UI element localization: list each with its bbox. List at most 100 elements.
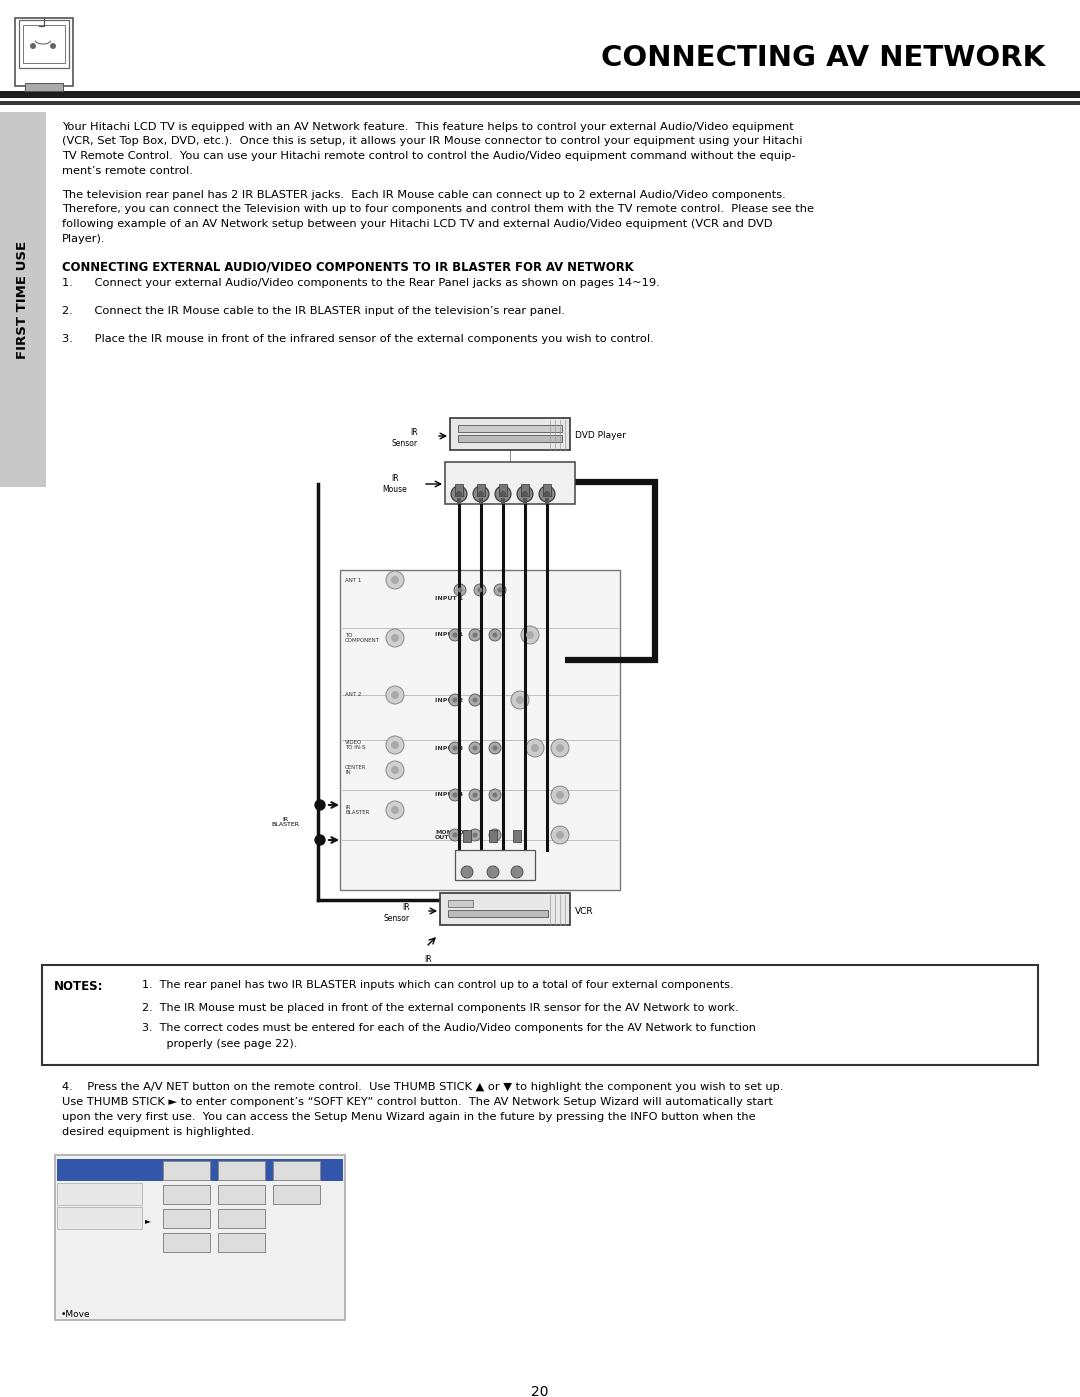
- Text: DVD Player: DVD Player: [575, 432, 626, 440]
- Circle shape: [453, 697, 458, 703]
- Bar: [218, 1234, 265, 1252]
- Text: ⏸: ⏸: [293, 1189, 299, 1199]
- Text: ANT 2: ANT 2: [345, 693, 362, 697]
- Text: INPUT 4: INPUT 4: [435, 792, 463, 798]
- Circle shape: [544, 490, 550, 497]
- Circle shape: [461, 866, 473, 877]
- Bar: [163, 1208, 210, 1228]
- Text: MENU: MENU: [229, 1166, 253, 1176]
- Bar: [463, 830, 471, 842]
- Circle shape: [474, 584, 486, 597]
- Bar: [499, 483, 507, 496]
- Bar: [15, 18, 73, 87]
- Text: IR
Mouse: IR Mouse: [416, 956, 441, 974]
- Circle shape: [500, 490, 507, 497]
- Text: INPUT 2: INPUT 2: [435, 697, 463, 703]
- Text: CONNECTING EXTERNAL AUDIO/VIDEO COMPONENTS TO IR BLASTER FOR AV NETWORK: CONNECTING EXTERNAL AUDIO/VIDEO COMPONEN…: [62, 260, 634, 272]
- Text: 2.      Connect the IR Mouse cable to the IR BLASTER input of the television’s r: 2. Connect the IR Mouse cable to the IR …: [62, 306, 565, 316]
- Text: ►: ►: [95, 1168, 100, 1178]
- Text: 20: 20: [531, 1384, 549, 1397]
- Bar: [55, 1155, 345, 1320]
- Bar: [445, 462, 575, 504]
- Circle shape: [386, 761, 404, 780]
- Circle shape: [487, 866, 499, 877]
- Text: ►: ►: [237, 1189, 245, 1199]
- Circle shape: [469, 742, 481, 754]
- Circle shape: [453, 633, 458, 637]
- Text: MORE: MORE: [284, 1166, 308, 1176]
- Bar: [57, 1160, 343, 1180]
- Bar: [0, 91, 1080, 98]
- Bar: [218, 1161, 265, 1180]
- Circle shape: [556, 791, 564, 799]
- Bar: [523, 497, 527, 504]
- Text: ANT 1: ANT 1: [345, 577, 362, 583]
- Bar: [23, 25, 65, 63]
- Text: INPUT 1: INPUT 1: [435, 633, 463, 637]
- Circle shape: [539, 486, 555, 502]
- Circle shape: [469, 828, 481, 841]
- Text: upon the very first use.  You can access the Setup Menu Wizard again in the futu: upon the very first use. You can access …: [62, 1112, 756, 1122]
- Bar: [513, 830, 521, 842]
- Circle shape: [391, 576, 399, 584]
- Circle shape: [449, 694, 461, 705]
- Bar: [455, 849, 535, 880]
- Bar: [0, 112, 46, 488]
- Circle shape: [391, 806, 399, 814]
- Bar: [545, 497, 549, 504]
- Text: 4.    Press the A/V NET button on the remote control.  Use THUMB STICK ▲ or ▼ to: 4. Press the A/V NET button on the remot…: [62, 1083, 783, 1092]
- Circle shape: [551, 787, 569, 805]
- Text: NOTES:: NOTES:: [54, 981, 104, 993]
- Circle shape: [386, 629, 404, 647]
- Text: TV Remote Control.  You can use your Hitachi remote control to control the Audio: TV Remote Control. You can use your Hita…: [62, 151, 796, 161]
- Text: POWER: POWER: [172, 1166, 201, 1176]
- Circle shape: [492, 833, 498, 837]
- Text: TO
COMPONENT: TO COMPONENT: [345, 633, 380, 644]
- Circle shape: [492, 633, 498, 637]
- Circle shape: [526, 631, 534, 638]
- Text: R: R: [464, 870, 469, 875]
- Circle shape: [498, 588, 502, 592]
- Circle shape: [456, 490, 462, 497]
- Circle shape: [473, 486, 489, 502]
- Circle shape: [551, 826, 569, 844]
- Bar: [457, 497, 461, 504]
- Text: CENTER
IN: CENTER IN: [345, 764, 366, 775]
- Bar: [0, 101, 1080, 105]
- Text: INPUT 1: INPUT 1: [435, 595, 463, 601]
- Circle shape: [386, 571, 404, 590]
- Circle shape: [451, 486, 467, 502]
- Text: IR
Sensor: IR Sensor: [392, 429, 418, 447]
- Bar: [477, 483, 485, 496]
- Text: IR
Mouse: IR Mouse: [382, 475, 407, 493]
- Circle shape: [473, 746, 477, 750]
- Bar: [42, 965, 1038, 1065]
- Bar: [521, 483, 529, 496]
- Text: FIRST TIME USE: FIRST TIME USE: [16, 240, 29, 359]
- Circle shape: [449, 742, 461, 754]
- Circle shape: [449, 789, 461, 800]
- Circle shape: [473, 633, 477, 637]
- Circle shape: [469, 629, 481, 641]
- Text: VCR: VCR: [575, 907, 594, 915]
- Text: INPUT 3: INPUT 3: [435, 746, 463, 750]
- Circle shape: [478, 490, 484, 497]
- Text: 1.  The rear panel has two IR BLASTER inputs which can control up to a total of : 1. The rear panel has two IR BLASTER inp…: [141, 981, 733, 990]
- Circle shape: [391, 634, 399, 643]
- Bar: [163, 1161, 210, 1180]
- Bar: [218, 1185, 265, 1204]
- Text: OUTPUT: OUTPUT: [483, 861, 508, 865]
- Circle shape: [386, 800, 404, 819]
- Circle shape: [489, 742, 501, 754]
- Circle shape: [492, 792, 498, 798]
- Bar: [218, 1208, 265, 1228]
- Text: Therefore, you can connect the Television with up to four components and control: Therefore, you can connect the Televisio…: [62, 204, 814, 215]
- Bar: [489, 830, 497, 842]
- Bar: [273, 1161, 320, 1180]
- Circle shape: [492, 746, 498, 750]
- Text: DVD: DVD: [65, 1165, 91, 1175]
- Text: IR
BLASTER: IR BLASTER: [345, 805, 369, 816]
- Text: Use THUMB STICK ► to enter component’s “SOFT KEY” control button.  The AV Networ: Use THUMB STICK ► to enter component’s “…: [62, 1097, 773, 1106]
- Bar: [448, 900, 473, 907]
- Bar: [501, 497, 505, 504]
